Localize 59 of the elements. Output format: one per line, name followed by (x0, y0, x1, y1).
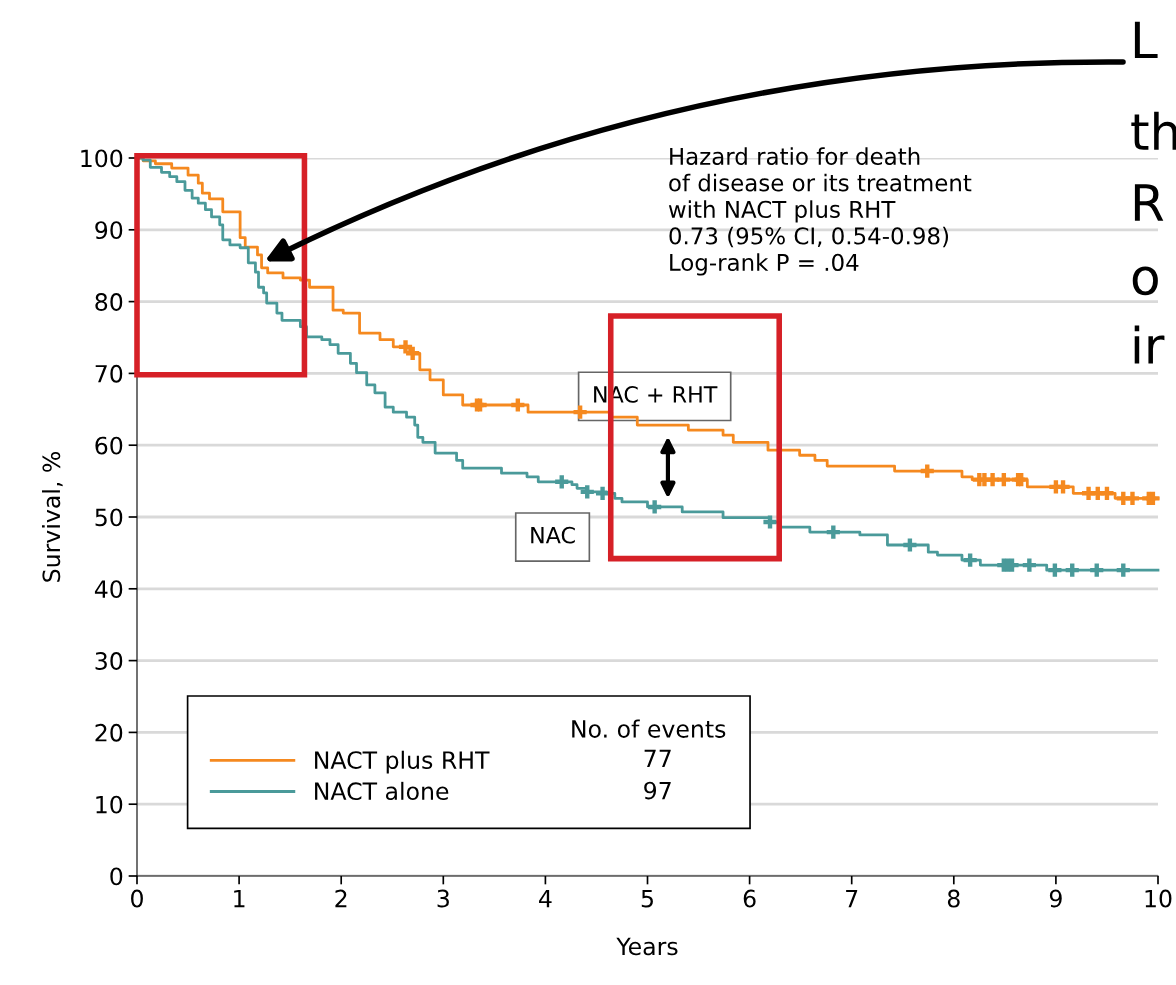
annotation: 77 (644, 749, 671, 767)
x-tick-label: 0 (131, 889, 143, 908)
point (763, 515, 777, 529)
point (1125, 491, 1140, 505)
point (1056, 480, 1070, 494)
x-tick-label: 3 (437, 889, 449, 908)
legend-label: NACT alone (315, 781, 449, 801)
legend-title: No. of events (572, 719, 726, 738)
point (1065, 563, 1079, 577)
x-tick-label: 8 (947, 889, 960, 908)
y-tick-label: 60 (95, 436, 123, 455)
text: L (1134, 21, 1158, 59)
y-tick-label: 80 (95, 293, 123, 311)
point (648, 500, 662, 514)
annotation: Hazard ratio for death of disease or its treatment with NACT plus RHT 0.73 (95% CI, 0.54-0.98) Log-rank P = .04 (668, 147, 972, 276)
annotation: 97 (644, 781, 671, 800)
x-axis-title: Years (616, 937, 678, 956)
point (398, 340, 413, 354)
point (580, 485, 594, 499)
annotation: o (1132, 266, 1158, 296)
point (511, 398, 525, 412)
x-tick-label: 9 (1049, 889, 1062, 908)
point (573, 405, 587, 419)
x-tick-label: 6 (743, 889, 756, 908)
annotation: NAC (531, 526, 575, 544)
point (1048, 563, 1062, 577)
y-tick-label: 20 (95, 723, 123, 742)
y-tick-label: 0 (110, 867, 123, 886)
point (1146, 491, 1160, 505)
point (1100, 486, 1114, 500)
point (903, 538, 917, 552)
point (595, 486, 610, 500)
point (1116, 563, 1130, 577)
y-tick-label: 100 (81, 149, 123, 168)
y-axis-title: Survival, % (42, 451, 63, 582)
x-tick-label: 5 (641, 889, 653, 908)
y-tick-label: 10 (96, 795, 123, 814)
point (963, 553, 977, 567)
y-tick-label: 70 (95, 364, 123, 383)
y-tick-label: 30 (95, 652, 123, 670)
point (997, 473, 1011, 487)
point (1022, 558, 1036, 572)
point (1090, 563, 1104, 577)
annotation: ir (1134, 325, 1165, 364)
y-tick-label: 50 (95, 508, 123, 527)
point (555, 475, 569, 489)
x-tick-label: 2 (335, 889, 347, 908)
y-tick-label: 40 (94, 580, 123, 599)
annotation: R (1134, 184, 1164, 221)
point (920, 464, 934, 478)
y-tick-label: 90 (95, 221, 123, 240)
point (986, 473, 1000, 487)
x-tick-label: 7 (846, 889, 858, 908)
point (406, 346, 420, 360)
legend-label: NACT plus RHT (315, 750, 490, 774)
x-tick-label: 1 (234, 889, 245, 908)
point (826, 525, 840, 539)
x-tick-label: 10 (1145, 889, 1172, 908)
x-tick-label: 4 (539, 889, 552, 908)
